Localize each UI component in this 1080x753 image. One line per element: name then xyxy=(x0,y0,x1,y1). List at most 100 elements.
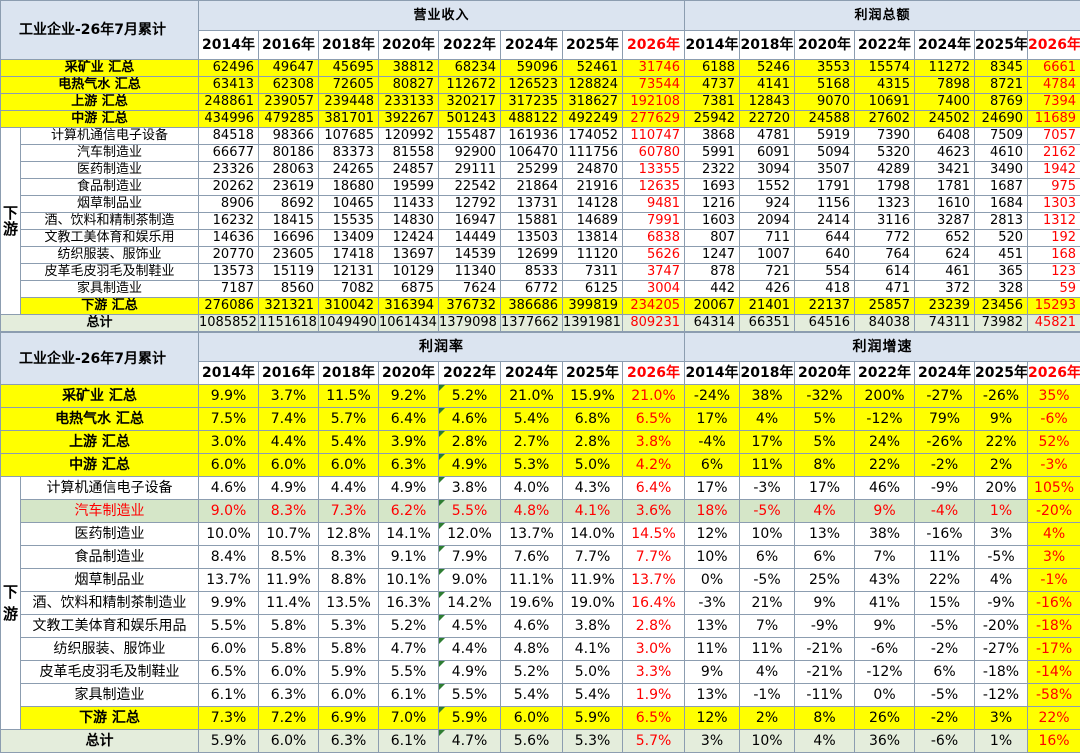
table-cell: 13.7% xyxy=(501,523,563,546)
table-cell: 5.9% xyxy=(563,707,623,730)
table-cell: 11340 xyxy=(439,264,501,281)
table-cell: 9481 xyxy=(623,196,685,213)
table-cell: 168 xyxy=(1028,247,1080,264)
table-cell: 15881 xyxy=(501,213,563,230)
table-cell: 3.0% xyxy=(199,431,259,454)
table-cell: 52% xyxy=(1028,431,1080,454)
table-cell: 277629 xyxy=(623,111,685,128)
table-cell: 3747 xyxy=(623,264,685,281)
table-cell: 5.9% xyxy=(199,730,259,753)
table-cell: 5.4% xyxy=(563,684,623,707)
row-label: 皮革毛皮羽毛及制鞋业 xyxy=(21,661,199,684)
row-label: 纺织服装、服饰业 xyxy=(21,638,199,661)
table-cell: 24502 xyxy=(915,111,975,128)
year-header: 2025年 xyxy=(975,362,1028,385)
table-cell: 10691 xyxy=(855,94,915,111)
table-cell: 5.3% xyxy=(501,454,563,477)
table-cell: 6% xyxy=(915,661,975,684)
table-cell: 8906 xyxy=(199,196,259,213)
table-cell: 74311 xyxy=(915,315,975,332)
table-cell: -6% xyxy=(1028,408,1080,431)
table-cell: 84518 xyxy=(199,128,259,145)
table-cell: 6.4% xyxy=(623,477,685,500)
table-cell: 14.0% xyxy=(563,523,623,546)
table-cell: 92900 xyxy=(439,145,501,162)
table-cell: 7624 xyxy=(439,281,501,298)
table-cell: -1% xyxy=(1028,569,1080,592)
table-cell: 5.5% xyxy=(439,684,501,707)
table-cell: 1303 xyxy=(1028,196,1080,213)
table-cell: 11120 xyxy=(563,247,623,264)
table-cell: 386686 xyxy=(501,298,563,315)
table-cell: -3% xyxy=(685,592,740,615)
table-cell: 1049490 xyxy=(319,315,379,332)
table-cell: 18680 xyxy=(319,179,379,196)
table-cell: -3% xyxy=(1028,454,1080,477)
table-cell: 15119 xyxy=(259,264,319,281)
table-cell: 98366 xyxy=(259,128,319,145)
table-cell: 3% xyxy=(975,523,1028,546)
year-header: 2024年 xyxy=(915,31,975,60)
table-cell: 2% xyxy=(975,454,1028,477)
table-cell: 14636 xyxy=(199,230,259,247)
table-cell: 16.4% xyxy=(623,592,685,615)
table-cell: 7311 xyxy=(563,264,623,281)
table-cell: 14.5% xyxy=(623,523,685,546)
table-cell: 64314 xyxy=(685,315,740,332)
table-cell: 43% xyxy=(855,569,915,592)
year-header: 2020年 xyxy=(795,362,855,385)
table-cell: 1377662 xyxy=(501,315,563,332)
table-cell: 12131 xyxy=(319,264,379,281)
table-cell: 276086 xyxy=(199,298,259,315)
table-cell: 6.0% xyxy=(259,730,319,753)
table-cell: 6.3% xyxy=(259,684,319,707)
table-cell: 239448 xyxy=(319,94,379,111)
table-cell: 5.9% xyxy=(439,707,501,730)
table-cell: 1247 xyxy=(685,247,740,264)
table-cell: 6.3% xyxy=(319,730,379,753)
table-cell: 9.0% xyxy=(439,569,501,592)
table-cell: 4.9% xyxy=(259,477,319,500)
year-header: 2016年 xyxy=(259,31,319,60)
table-cell: 5.8% xyxy=(259,638,319,661)
table-cell: 809231 xyxy=(623,315,685,332)
table-cell: 12.0% xyxy=(439,523,501,546)
year-header: 2020年 xyxy=(379,362,439,385)
year-header: 2022年 xyxy=(855,31,915,60)
table-cell: 13355 xyxy=(623,162,685,179)
table-cell: 19.6% xyxy=(501,592,563,615)
table-cell: 13% xyxy=(685,684,740,707)
table-cell: 9.0% xyxy=(199,500,259,523)
table-title: 工业企业-26年7月累计 xyxy=(1,333,199,385)
table-cell: 471 xyxy=(855,281,915,298)
year-header: 2026年 xyxy=(1028,362,1080,385)
table-cell: 79% xyxy=(915,408,975,431)
margin-header: 利润率 xyxy=(199,333,685,362)
table-cell: 3421 xyxy=(915,162,975,179)
table-cell: -26% xyxy=(975,385,1028,408)
table-cell: 19599 xyxy=(379,179,439,196)
table-cell: 21% xyxy=(740,592,795,615)
table-cell: 6.1% xyxy=(379,730,439,753)
table-cell: 9% xyxy=(855,500,915,523)
table-cell: -5% xyxy=(915,615,975,638)
table-cell: 15535 xyxy=(319,213,379,230)
table-cell: 1% xyxy=(975,500,1028,523)
profit-header: 利润总额 xyxy=(685,1,1080,31)
row-label: 总计 xyxy=(1,730,199,753)
table-cell: 711 xyxy=(740,230,795,247)
table-cell: 4141 xyxy=(740,77,795,94)
table-cell: 2.8% xyxy=(563,431,623,454)
table-cell: 418 xyxy=(795,281,855,298)
table-cell: -16% xyxy=(915,523,975,546)
year-header: 2020年 xyxy=(379,31,439,60)
table-cell: -27% xyxy=(975,638,1028,661)
table-cell: 5.2% xyxy=(439,385,501,408)
table-cell: 24265 xyxy=(319,162,379,179)
table-cell: 5.4% xyxy=(319,431,379,454)
